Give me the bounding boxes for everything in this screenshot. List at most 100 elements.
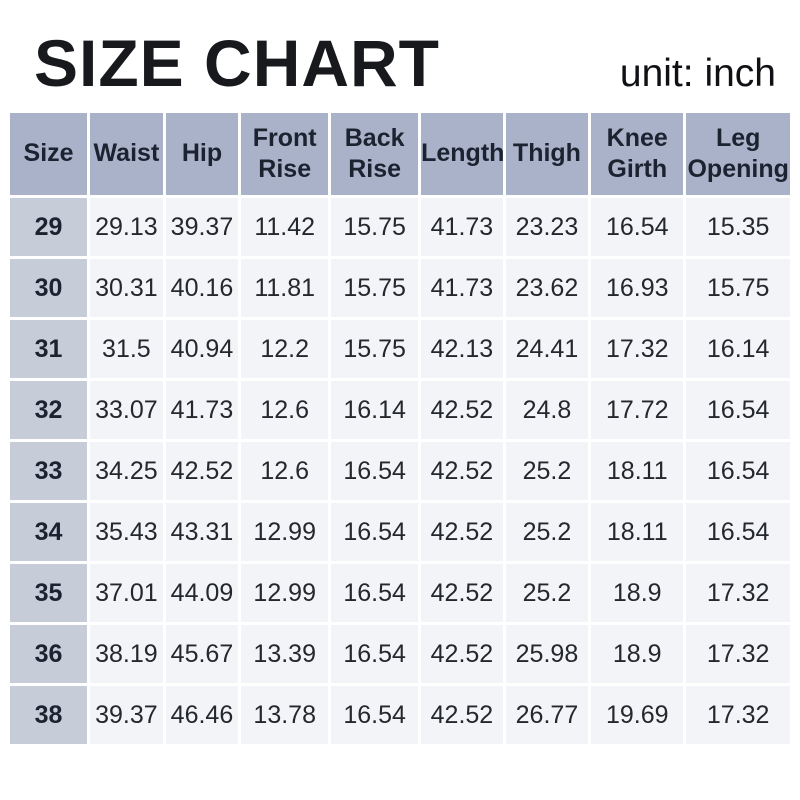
table-row: 30 30.31 40.16 11.81 15.75 41.73 23.62 16.93 15.…: [10, 259, 790, 317]
value-cell: 13.78: [241, 686, 329, 744]
value-cell: 41.73: [165, 381, 239, 439]
value-cell: 40.16: [165, 259, 239, 317]
unit-label: unit: inch: [619, 52, 776, 95]
value-cell: 16.54: [331, 625, 419, 683]
table-row: 36 38.19 45.67 13.39 16.54 42.52 25.98 18.9 17.3…: [10, 625, 790, 683]
value-cell: 31.5: [90, 320, 163, 378]
value-cell: 29.13: [90, 198, 163, 256]
value-cell: 16.14: [686, 320, 790, 378]
size-cell: 38: [10, 686, 88, 744]
column-header-leg-opening: Leg Opening: [686, 113, 790, 195]
value-cell: 15.75: [331, 259, 419, 317]
value-cell: 42.52: [421, 503, 503, 561]
value-cell: 42.52: [421, 564, 503, 622]
value-cell: 18.9: [591, 564, 684, 622]
size-cell: 36: [10, 625, 88, 683]
value-cell: 37.01: [90, 564, 163, 622]
size-cell: 35: [10, 564, 88, 622]
value-cell: 16.93: [591, 259, 684, 317]
value-cell: 42.52: [421, 442, 503, 500]
table-row: 35 37.01 44.09 12.99 16.54 42.52 25.2 18.9 17.32: [10, 564, 790, 622]
value-cell: 15.75: [331, 320, 419, 378]
value-cell: 25.2: [505, 564, 589, 622]
value-cell: 34.25: [90, 442, 163, 500]
value-cell: 26.77: [505, 686, 589, 744]
value-cell: 13.39: [241, 625, 329, 683]
value-cell: 16.54: [591, 198, 684, 256]
column-header-back-rise: Back Rise: [331, 113, 419, 195]
value-cell: 15.75: [686, 259, 790, 317]
value-cell: 35.43: [90, 503, 163, 561]
value-cell: 18.11: [591, 442, 684, 500]
value-cell: 42.52: [421, 686, 503, 744]
value-cell: 25.98: [505, 625, 589, 683]
value-cell: 16.54: [686, 381, 790, 439]
value-cell: 42.52: [165, 442, 239, 500]
value-cell: 17.32: [686, 625, 790, 683]
size-cell: 32: [10, 381, 88, 439]
value-cell: 42.52: [421, 625, 503, 683]
value-cell: 11.81: [241, 259, 329, 317]
value-cell: 16.54: [331, 564, 419, 622]
table-row: 33 34.25 42.52 12.6 16.54 42.52 25.2 18.11 16.54: [10, 442, 790, 500]
column-header-hip: Hip: [165, 113, 239, 195]
value-cell: 15.75: [331, 198, 419, 256]
table-row: 34 35.43 43.31 12.99 16.54 42.52 25.2 18.11 16.5…: [10, 503, 790, 561]
value-cell: 17.32: [686, 686, 790, 744]
value-cell: 33.07: [90, 381, 163, 439]
value-cell: 40.94: [165, 320, 239, 378]
value-cell: 41.73: [421, 198, 503, 256]
value-cell: 38.19: [90, 625, 163, 683]
column-header-thigh: Thigh: [505, 113, 589, 195]
size-cell: 30: [10, 259, 88, 317]
value-cell: 42.13: [421, 320, 503, 378]
table-head-row: Size Waist Hip Front Rise Back Rise Length Thi…: [10, 113, 790, 195]
size-cell: 34: [10, 503, 88, 561]
value-cell: 17.32: [591, 320, 684, 378]
page-title: SIZE CHART: [34, 26, 440, 100]
column-header-size: Size: [10, 113, 88, 195]
value-cell: 30.31: [90, 259, 163, 317]
value-cell: 24.8: [505, 381, 589, 439]
column-header-knee-girth: Knee Girth: [591, 113, 684, 195]
value-cell: 46.46: [165, 686, 239, 744]
value-cell: 16.54: [686, 442, 790, 500]
column-header-waist: Waist: [90, 113, 163, 195]
value-cell: 16.54: [331, 686, 419, 744]
value-cell: 19.69: [591, 686, 684, 744]
column-header-length: Length: [421, 113, 503, 195]
value-cell: 45.67: [165, 625, 239, 683]
value-cell: 12.99: [241, 503, 329, 561]
size-chart-table: Size Waist Hip Front Rise Back Rise Length Thi…: [7, 110, 793, 747]
value-cell: 23.62: [505, 259, 589, 317]
column-header-front-rise: Front Rise: [241, 113, 329, 195]
value-cell: 18.9: [591, 625, 684, 683]
value-cell: 17.32: [686, 564, 790, 622]
value-cell: 16.14: [331, 381, 419, 439]
value-cell: 15.35: [686, 198, 790, 256]
value-cell: 16.54: [686, 503, 790, 561]
size-cell: 33: [10, 442, 88, 500]
value-cell: 12.6: [241, 381, 329, 439]
size-cell: 31: [10, 320, 88, 378]
value-cell: 16.54: [331, 442, 419, 500]
value-cell: 41.73: [421, 259, 503, 317]
value-cell: 44.09: [165, 564, 239, 622]
value-cell: 12.99: [241, 564, 329, 622]
table-row: 29 29.13 39.37 11.42 15.75 41.73 23.23 16.54 15.…: [10, 198, 790, 256]
value-cell: 17.72: [591, 381, 684, 439]
value-cell: 23.23: [505, 198, 589, 256]
value-cell: 42.52: [421, 381, 503, 439]
value-cell: 25.2: [505, 503, 589, 561]
value-cell: 16.54: [331, 503, 419, 561]
table-row: 31 31.5 40.94 12.2 15.75 42.13 24.41 17.32 16.14: [10, 320, 790, 378]
value-cell: 12.6: [241, 442, 329, 500]
value-cell: 12.2: [241, 320, 329, 378]
value-cell: 18.11: [591, 503, 684, 561]
value-cell: 39.37: [165, 198, 239, 256]
value-cell: 39.37: [90, 686, 163, 744]
page-header: SIZE CHART unit: inch: [0, 0, 800, 110]
value-cell: 11.42: [241, 198, 329, 256]
value-cell: 25.2: [505, 442, 589, 500]
table-row: 38 39.37 46.46 13.78 16.54 42.52 26.77 19.69 17.…: [10, 686, 790, 744]
